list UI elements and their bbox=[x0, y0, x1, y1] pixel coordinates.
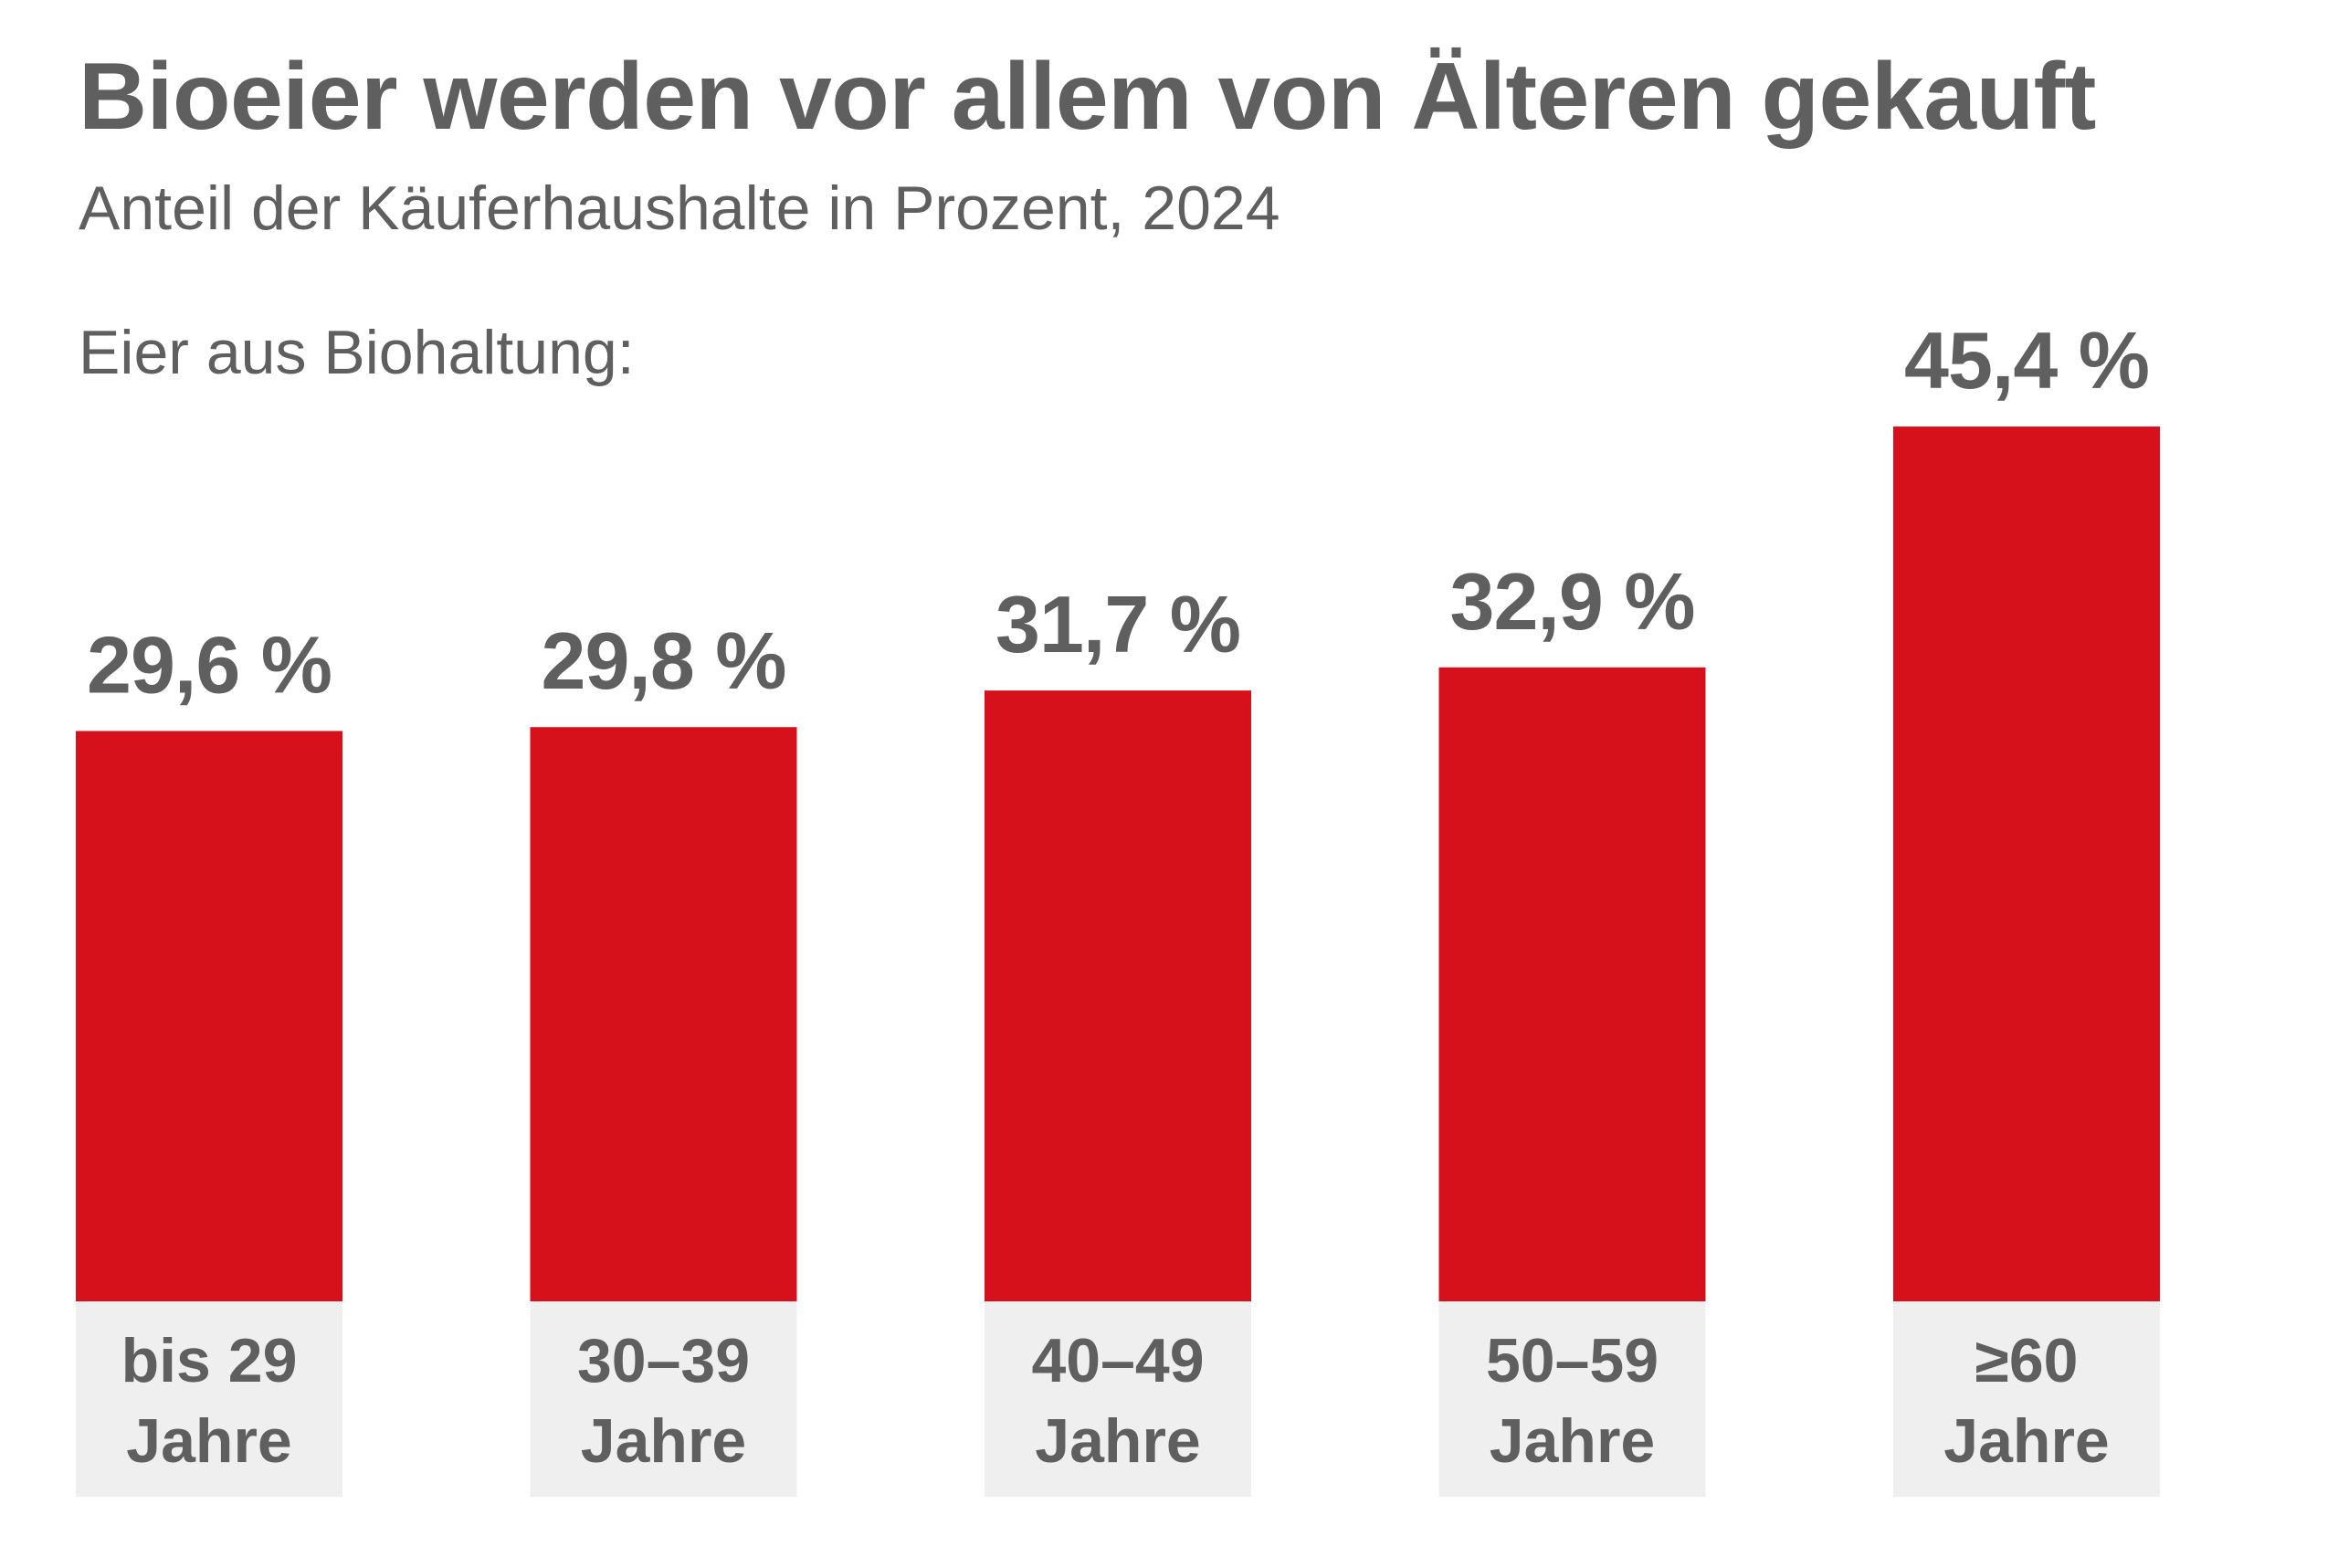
category-label-range: 30–39 bbox=[577, 1326, 750, 1395]
category-box bbox=[985, 1301, 1251, 1497]
value-label: 29,8 % bbox=[542, 616, 786, 706]
category-label-unit: Jahre bbox=[1490, 1406, 1655, 1476]
value-label: 32,9 % bbox=[1450, 556, 1695, 647]
bar bbox=[530, 727, 797, 1301]
value-labels: 29,6 % 29,8 % 31,7 % 32,9 % 45,4 % bbox=[87, 315, 2150, 710]
bar bbox=[1893, 426, 2160, 1301]
bar bbox=[985, 690, 1251, 1301]
category-label-range: 40–49 bbox=[1031, 1326, 1204, 1395]
category-label-range: 50–59 bbox=[1486, 1326, 1659, 1395]
category-label-range: bis 29 bbox=[121, 1326, 298, 1395]
category-box bbox=[1438, 1301, 1706, 1497]
chart-title: Bioeier werden vor allem von Älteren gek… bbox=[79, 44, 2096, 150]
series-label: Eier aus Biohaltung: bbox=[79, 318, 635, 387]
value-label: 31,7 % bbox=[995, 579, 1240, 669]
category-box bbox=[530, 1301, 797, 1497]
category-label-range: ≥60 bbox=[1975, 1326, 2079, 1395]
bars bbox=[76, 426, 2160, 1301]
category-label-unit: Jahre bbox=[1035, 1406, 1200, 1476]
category-label-unit: Jahre bbox=[581, 1406, 746, 1476]
category-label-unit: Jahre bbox=[1943, 1406, 2109, 1476]
chart-subtitle: Anteil der Käuferhaushalte in Prozent, 2… bbox=[79, 174, 1280, 243]
category-box bbox=[76, 1301, 342, 1497]
value-label: 45,4 % bbox=[1904, 315, 2149, 405]
category-box bbox=[1893, 1301, 2160, 1497]
category-label-unit: Jahre bbox=[126, 1406, 291, 1476]
bar bbox=[76, 731, 342, 1301]
bar bbox=[1438, 667, 1706, 1301]
category-labels: bis 29 Jahre 30–39 Jahre 40–49 Jahre 50–59 Jahr… bbox=[76, 1301, 2160, 1497]
value-label: 29,6 % bbox=[87, 619, 332, 710]
